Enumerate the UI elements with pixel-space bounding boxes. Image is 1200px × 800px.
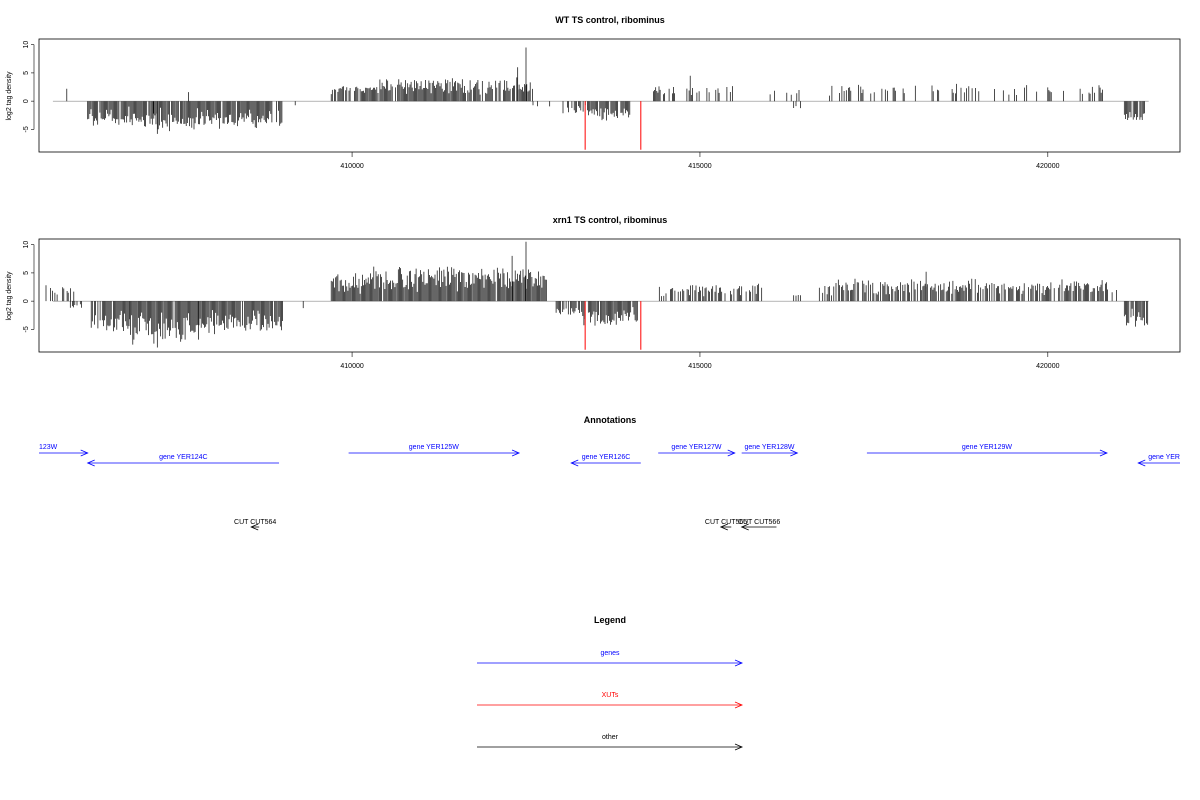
wt-y-axis: -5 0 5 10	[23, 41, 35, 133]
y-tick-label: 0	[23, 99, 30, 103]
legend-label: other	[602, 734, 619, 741]
xrn1-y-axis: -5 0 5 10	[23, 241, 35, 333]
feature-arrowhead	[727, 449, 736, 457]
y-tick-label: -5	[23, 126, 30, 132]
other-feature: CUT CUT566	[738, 519, 780, 531]
other-label: CUT CUT564	[234, 519, 276, 526]
annotations-title: Annotations	[584, 415, 637, 425]
xrn1-x-axis: 410000 415000 420000	[340, 352, 1060, 370]
x-tick-label: 410000	[340, 163, 363, 170]
legend-item-genes: genes	[477, 650, 744, 667]
feature-arrowhead	[570, 459, 579, 467]
other-feature: CUT CUT565	[705, 519, 747, 531]
gene-label: 123W	[39, 444, 58, 451]
gene-label: gene YER126C	[582, 454, 631, 461]
gene-label: gene YER129W	[962, 444, 1012, 451]
wt-coverage-panel: WT TS control, ribominus log2 tag densit…	[6, 15, 1181, 170]
other-label: CUT CUT566	[738, 519, 780, 526]
legend-item-xuts: XUTs	[477, 692, 744, 709]
feature-arrowhead	[1099, 449, 1108, 457]
xrn1-y-axis-label: log2 tag density	[6, 271, 13, 321]
legend-title: Legend	[594, 615, 626, 625]
gene-feature: gene YER128W	[741, 444, 799, 457]
wt-plot-frame	[38, 38, 1181, 153]
gene-annotations: 123W gene YER124C gene YER125W gene YER126C…	[39, 444, 1180, 467]
gene-label: gene YER124C	[159, 454, 208, 461]
gene-feature: gene YER	[1137, 454, 1180, 467]
legend-label: XUTs	[602, 692, 619, 699]
legend: Legend genes XUTs other	[477, 615, 744, 751]
y-tick-label: 5	[23, 71, 30, 75]
x-tick-label: 420000	[1036, 163, 1059, 170]
other-label: CUT CUT565	[705, 519, 747, 526]
y-tick-label: 5	[23, 271, 30, 275]
feature-arrowhead	[1137, 459, 1146, 467]
gene-label: gene YER128W	[744, 444, 794, 451]
legend-label: genes	[600, 650, 620, 657]
legend-items: genes XUTs other	[477, 650, 744, 751]
feature-arrowhead	[740, 523, 749, 531]
x-tick-label: 410000	[340, 363, 363, 370]
feature-arrowhead	[790, 449, 799, 457]
legend-item-other: other	[477, 734, 744, 751]
feature-arrowhead	[734, 701, 744, 709]
coverage-signal	[66, 47, 1145, 134]
feature-arrowhead	[511, 449, 521, 457]
y-tick-label: -5	[23, 326, 30, 332]
feature-arrowhead	[86, 459, 95, 467]
gene-feature: gene YER124C	[86, 454, 280, 467]
gene-label: gene YER125W	[409, 444, 459, 451]
wt-x-axis: 410000 415000 420000	[340, 152, 1060, 170]
feature-arrowhead	[250, 523, 259, 531]
y-tick-label: 0	[23, 299, 30, 303]
coverage-signal	[45, 241, 1149, 348]
wt-coverage-bars	[52, 47, 1149, 150]
xrn1-coverage-bars	[45, 241, 1149, 350]
gene-feature: gene YER125W	[348, 444, 521, 457]
gene-label: gene YER	[1148, 454, 1180, 461]
xrn1-coverage-panel: xrn1 TS control, ribominus log2 tag dens…	[6, 215, 1181, 370]
gene-label: gene YER127W	[671, 444, 721, 451]
wt-y-axis-label: log2 tag density	[6, 71, 13, 121]
feature-arrowhead	[80, 449, 89, 457]
other-feature: CUT CUT564	[234, 519, 276, 531]
gene-feature: gene YER129W	[866, 444, 1108, 457]
feature-arrowhead	[734, 659, 744, 667]
xrn1-plot-frame	[38, 238, 1181, 353]
feature-arrowhead	[719, 523, 728, 531]
wt-panel-title: WT TS control, ribominus	[555, 15, 665, 25]
x-tick-label: 415000	[688, 163, 711, 170]
xrn1-panel-title: xrn1 TS control, ribominus	[553, 215, 668, 225]
gene-feature: 123W	[39, 444, 89, 457]
x-tick-label: 420000	[1036, 363, 1059, 370]
y-tick-label: 10	[23, 41, 30, 49]
feature-arrowhead	[734, 743, 744, 751]
gene-feature: gene YER127W	[658, 444, 736, 457]
x-tick-label: 415000	[688, 363, 711, 370]
gene-feature: gene YER126C	[570, 454, 641, 467]
y-tick-label: 10	[23, 241, 30, 249]
annotations-track: Annotations 123W gene YER124C gene YER125W…	[39, 415, 1180, 531]
